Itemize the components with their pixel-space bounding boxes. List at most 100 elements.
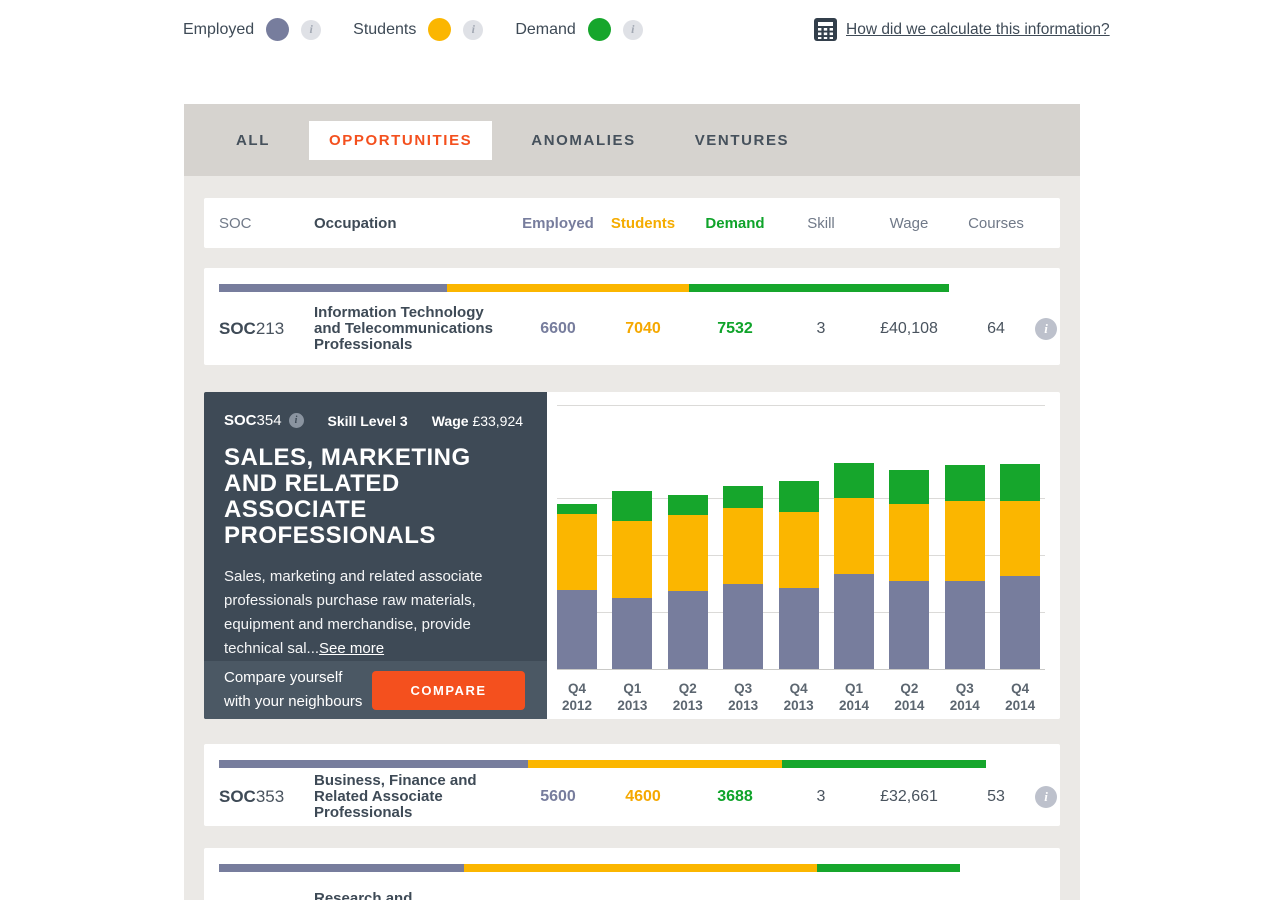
chart-x-label: Q3 2014 <box>949 681 980 713</box>
bar-segment-demand <box>944 464 985 501</box>
how-calculated-link[interactable]: How did we calculate this information? <box>814 18 1110 41</box>
info-icon[interactable]: i <box>288 413 304 428</box>
legend-item-demand: Demand i <box>515 18 643 41</box>
tab-anomalies[interactable]: ANOMALIES <box>531 131 636 149</box>
legend-label-students: Students <box>353 20 417 38</box>
bar-segment-employed <box>723 584 764 669</box>
chart-x-label: Q1 2014 <box>838 681 870 713</box>
compare-footer: Compare yourself with your neighbours CO… <box>204 661 547 719</box>
bar-segment-students <box>667 514 708 591</box>
chart-bar-q4-2014: Q4 2014 <box>1000 464 1041 713</box>
compare-button[interactable]: COMPARE <box>372 670 525 710</box>
info-icon[interactable]: i <box>301 19 322 40</box>
bar-segment-students <box>557 513 597 591</box>
chart-x-label: Q2 2014 <box>894 681 925 713</box>
bar-employed-segment <box>219 864 464 872</box>
soc-code: SOC353 <box>219 787 285 806</box>
bar-segment-demand <box>557 504 597 514</box>
results-list: SOC Occupation Employed Students Demand … <box>184 176 1080 900</box>
employed-value: 5600 <box>540 788 576 805</box>
skill-value: 3 <box>816 788 826 805</box>
bar-employed-segment <box>219 284 447 292</box>
bar-segment-students <box>723 507 764 585</box>
bar-segment-demand <box>889 470 930 504</box>
bar-demand-segment <box>817 864 960 872</box>
tab-ventures[interactable]: VENTURES <box>694 131 790 149</box>
bar-segment-students <box>944 500 985 581</box>
employed-color-dot <box>266 18 290 41</box>
col-header-employed: Employed <box>522 214 594 232</box>
legend-bar: Employed i Students i Demand i <box>183 18 643 41</box>
tab-bar: ALL OPPORTUNITIES ANOMALIES VENTURES <box>184 104 1080 176</box>
bar-segment-students <box>889 504 930 581</box>
how-calculated-link-text[interactable]: How did we calculate this information? <box>846 20 1110 38</box>
bar-segment-students <box>1000 501 1041 577</box>
see-more-link[interactable]: See more <box>319 640 385 657</box>
employed-value: 6600 <box>540 319 576 337</box>
table-header: SOC Occupation Employed Students Demand … <box>204 198 1060 248</box>
occupation-description: Sales, marketing and related associate p… <box>224 568 483 657</box>
chart-bar-q4-2012: Q4 2012 <box>557 504 597 713</box>
bar-segment-demand <box>612 491 653 522</box>
chart-bar-q3-2014: Q3 2014 <box>944 464 985 713</box>
chart-x-label: Q2 2013 <box>672 681 703 713</box>
bar-students-segment <box>463 864 818 872</box>
bar-segment-employed <box>667 590 708 669</box>
row-info-icon[interactable]: i <box>1035 786 1057 808</box>
chart-bar-q3-2013: Q3 2013 <box>723 486 764 713</box>
expanded-card-soc354: SOC354 i Skill Level 3 Wage £33,924 SALE… <box>204 392 1060 719</box>
occupation-name: Information Technology and Telecommunica… <box>314 303 493 353</box>
bar-segment-students <box>612 521 653 599</box>
bar-segment-employed <box>889 580 930 669</box>
info-icon[interactable]: i <box>622 19 643 40</box>
row-stacked-bar <box>219 864 960 872</box>
chart-bar-q1-2013: Q1 2013 <box>612 491 653 713</box>
chart-bar-q1-2014: Q1 2014 <box>834 462 874 713</box>
legend-item-students: Students i <box>353 18 484 41</box>
chart-bar-q2-2013: Q2 2013 <box>667 494 708 713</box>
chart-x-label: Q4 2013 <box>783 681 814 713</box>
wage-value: £32,661 <box>880 788 938 805</box>
table-row-soc242[interactable]: SOC242 Research and Administrative Profe… <box>204 848 1060 900</box>
chart-x-label: Q4 2014 <box>1005 681 1036 713</box>
wage: Wage £33,924 <box>431 412 524 429</box>
bar-segment-employed <box>612 598 653 669</box>
chart-plot: Q4 2012 Q1 2013 Q2 2013 Q3 2013 Q4 2013 Q1 2014 Q2 20… <box>557 392 1045 713</box>
legend-item-employed: Employed i <box>183 18 322 41</box>
row-stacked-bar <box>219 284 949 292</box>
occupation-name: Business, Finance and Related Associate … <box>314 772 477 821</box>
col-header-soc: SOC <box>219 214 252 232</box>
bar-students-segment <box>528 760 783 768</box>
tab-all[interactable]: ALL <box>236 131 270 149</box>
col-header-wage: Wage <box>889 214 929 232</box>
skill-value: 3 <box>816 319 826 337</box>
quarterly-chart-card: Q4 2012 Q1 2013 Q2 2013 Q3 2013 Q4 2013 Q1 2014 Q2 20… <box>547 392 1060 719</box>
demand-value: 7532 <box>717 319 753 337</box>
col-header-occupation: Occupation <box>314 214 397 232</box>
row-info-icon[interactable]: i <box>1035 317 1057 340</box>
compare-prompt: Compare yourself with your neighbours <box>224 669 363 710</box>
table-row-soc213[interactable]: SOC213 Information Technology and Teleco… <box>204 268 1060 365</box>
chart-x-label: Q3 2013 <box>728 681 759 713</box>
bar-segment-demand <box>834 462 874 499</box>
chart-x-axis <box>557 669 1045 670</box>
bar-segment-employed <box>944 580 985 669</box>
bar-segment-demand <box>723 486 764 508</box>
bar-segment-students <box>778 511 819 589</box>
bar-segment-demand <box>1000 464 1041 502</box>
occupation-detail-panel: SOC354 i Skill Level 3 Wage £33,924 SALE… <box>204 392 547 719</box>
chart-bar-q2-2014: Q2 2014 <box>889 470 930 713</box>
results-panel: ALL OPPORTUNITIES ANOMALIES VENTURES SOC… <box>184 104 1080 900</box>
bar-segment-students <box>834 498 874 575</box>
soc-code: SOC354 i <box>224 412 304 429</box>
tab-opportunities[interactable]: OPPORTUNITIES <box>308 120 493 160</box>
courses-value: 53 <box>987 788 1005 805</box>
chart-x-label: Q1 2013 <box>617 681 648 713</box>
table-row-soc353[interactable]: SOC353 Business, Finance and Related Ass… <box>204 744 1060 826</box>
students-value: 7040 <box>625 319 661 337</box>
row-stacked-bar <box>219 760 986 768</box>
col-header-skill: Skill <box>807 214 835 232</box>
col-header-courses: Courses <box>968 214 1024 232</box>
info-icon[interactable]: i <box>463 19 484 40</box>
wage-value: £40,108 <box>880 319 938 337</box>
